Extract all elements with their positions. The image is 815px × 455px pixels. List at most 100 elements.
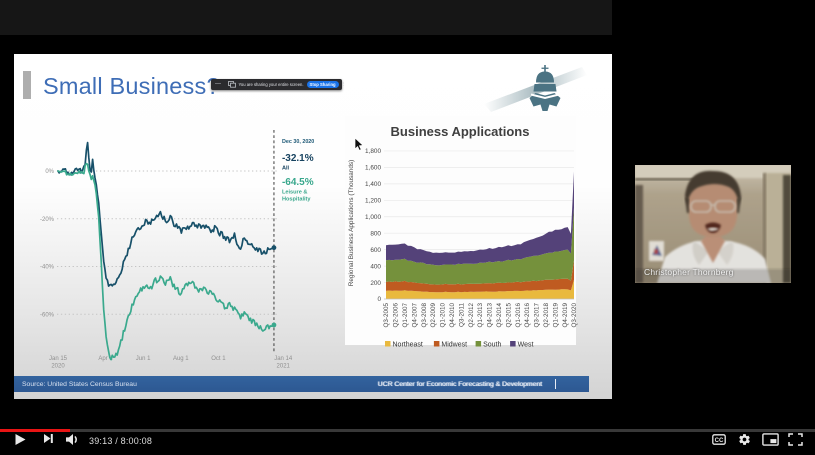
x-tick-label: Q2-2018 [543, 303, 550, 328]
wall-art [649, 241, 664, 261]
legend-label-northeast: Northeast [393, 342, 423, 349]
x-tick-label: Jan 14 [274, 356, 293, 362]
x-tick-label: Oct 1 [211, 356, 226, 362]
y-tick-label: 600 [370, 247, 381, 254]
y-tick-label: 0% [45, 169, 54, 175]
progress-bar[interactable] [0, 429, 815, 432]
toast-minimize-icon[interactable]: — [215, 80, 221, 87]
x-tick-label: Q4-2016 [524, 303, 531, 328]
miniplayer-button[interactable] [762, 433, 779, 446]
x-tick-label: Q2-2012 [468, 303, 475, 328]
x-tick-label: Q4-2013 [487, 303, 494, 328]
glasses [690, 200, 736, 213]
x-tick-label: Apr 1 [98, 356, 113, 362]
share-toast-message: You are sharing your entire screen. [238, 82, 304, 87]
footer-brand: UCR Center for Economic Forecasting & De… [377, 380, 542, 388]
annotation-date: Dec 30, 2020 [282, 139, 314, 145]
legend-swatch-west [510, 341, 516, 347]
y-tick-label: -40% [40, 265, 55, 271]
play-button[interactable] [14, 433, 27, 446]
chart-business-applications: Business Applications Regional Business A… [345, 116, 578, 349]
annotation-value-all: -32.1% [282, 153, 314, 164]
y-axis-title: Regional Business Applications (Thousand… [348, 160, 355, 286]
chart-small-business-impact: 0% -20% -40% -60% Jan 15 2020 Apr 1 Jun 1 Aug 1 O… [40, 130, 314, 370]
x-tick-label: 2020 [51, 364, 65, 370]
source-note: Source: United States Census Bureau [22, 380, 137, 388]
screen-share-toast: — You are sharing your entire screen. St… [211, 79, 346, 90]
x-tick-label: Q3-2008 [421, 303, 428, 328]
legend-swatch-northeast [385, 341, 391, 347]
y-tick-label: 800 [370, 230, 381, 237]
x-tick-label: Q3-2011 [458, 303, 465, 328]
area-series-midwest [386, 260, 574, 293]
time-display: 39:13 / 8:00:08 [89, 436, 153, 446]
x-tick-label: Jun 1 [136, 356, 151, 362]
chart-title: Business Applications [391, 124, 530, 139]
chart-panel [345, 116, 576, 345]
next-button[interactable] [43, 433, 54, 444]
line-series-leisure-hospitality [57, 162, 275, 361]
toast-more-options-icon[interactable]: ⋮ [340, 81, 347, 88]
closed-captions-button[interactable]: CC [712, 434, 726, 445]
slide-charts: 0% -20% -40% -60% Jan 15 2020 Apr 1 Jun 1 Aug 1 O… [40, 65, 587, 370]
x-tick-label: Q3-2014 [496, 303, 503, 328]
mouse-cursor [354, 137, 364, 151]
x-tick-label: Q4-2010 [449, 303, 456, 328]
x-tick-label: Q3-2020 [571, 303, 578, 328]
x-tick-label: Q1-2007 [402, 303, 409, 328]
y-tick-label: -20% [40, 217, 55, 223]
y-tick-label: 1,800 [365, 148, 381, 155]
volume-button[interactable] [65, 433, 80, 446]
y-tick-label: 1,200 [365, 198, 381, 205]
x-tick-label: Q1-2016 [515, 303, 522, 328]
x-tick-label: Aug 1 [173, 356, 189, 362]
slide-title: Small Business? [43, 73, 220, 99]
speaker-name-label: Christopher Thornberg [644, 267, 734, 277]
speaker-video [635, 165, 791, 283]
speaker-webcam: Christopher Thornberg [635, 165, 791, 283]
slide-accent-bar [23, 71, 31, 99]
y-tick-label: 1,000 [365, 214, 381, 221]
x-tick-label: Jan 15 [49, 356, 68, 362]
legend-swatch-south [475, 341, 482, 347]
y-tick-label: 1,400 [365, 181, 381, 188]
ucr-forecasting-logo [484, 65, 587, 112]
x-tick-label: Q2-2006 [393, 303, 400, 328]
x-tick-label: Q4-2019 [562, 303, 569, 328]
annotation-label-leisure: Leisure & [282, 190, 308, 196]
y-tick-label: 200 [370, 280, 381, 287]
legend-label-midwest: Midwest [441, 342, 467, 349]
y-tick-label: 0 [377, 296, 381, 303]
annotation-value-leisure: -64.5% [282, 177, 314, 188]
x-tick-label: 2021 [277, 364, 291, 370]
x-tick-label: Q1-2013 [477, 303, 484, 328]
stop-sharing-button[interactable]: Stop Sharing [306, 80, 339, 89]
x-tick-label: Q4-2007 [411, 303, 418, 328]
settings-button[interactable] [738, 433, 751, 446]
series-end-dot [271, 245, 277, 251]
x-tick-label: Q2-2009 [430, 303, 437, 328]
svg-text:CC: CC [715, 438, 724, 444]
x-tick-label: Q1-2010 [440, 303, 447, 328]
player-controls: 39:13 / 8:00:08 CC [0, 425, 815, 455]
footer-divider [555, 379, 556, 389]
x-tick-label: Q3-2017 [534, 303, 541, 328]
annotation-label-all: All [282, 166, 290, 172]
x-tick-label: Q1-2019 [552, 303, 559, 328]
legend-swatch-midwest [433, 341, 440, 347]
series-end-dot [271, 322, 277, 328]
y-tick-label: 1,600 [365, 165, 381, 172]
line-series-all [57, 141, 275, 287]
progress-played [0, 429, 71, 432]
screen-share-icon [227, 81, 236, 88]
fullscreen-button[interactable] [788, 433, 803, 446]
slide-footer-bar: Source: United States Census Bureau UCR … [14, 376, 589, 392]
area-series-south [386, 207, 574, 285]
legend-label-west: West [518, 342, 534, 349]
x-tick-label: Q3-2005 [383, 303, 390, 328]
x-tick-label: Q2-2015 [505, 303, 512, 328]
presentation-slide: Small Business? 0% -20% -40% -60% Jan 15 2020… [14, 54, 612, 399]
annotation-label-leisure: Hospitality [282, 197, 311, 203]
y-tick-label: 400 [370, 263, 381, 270]
